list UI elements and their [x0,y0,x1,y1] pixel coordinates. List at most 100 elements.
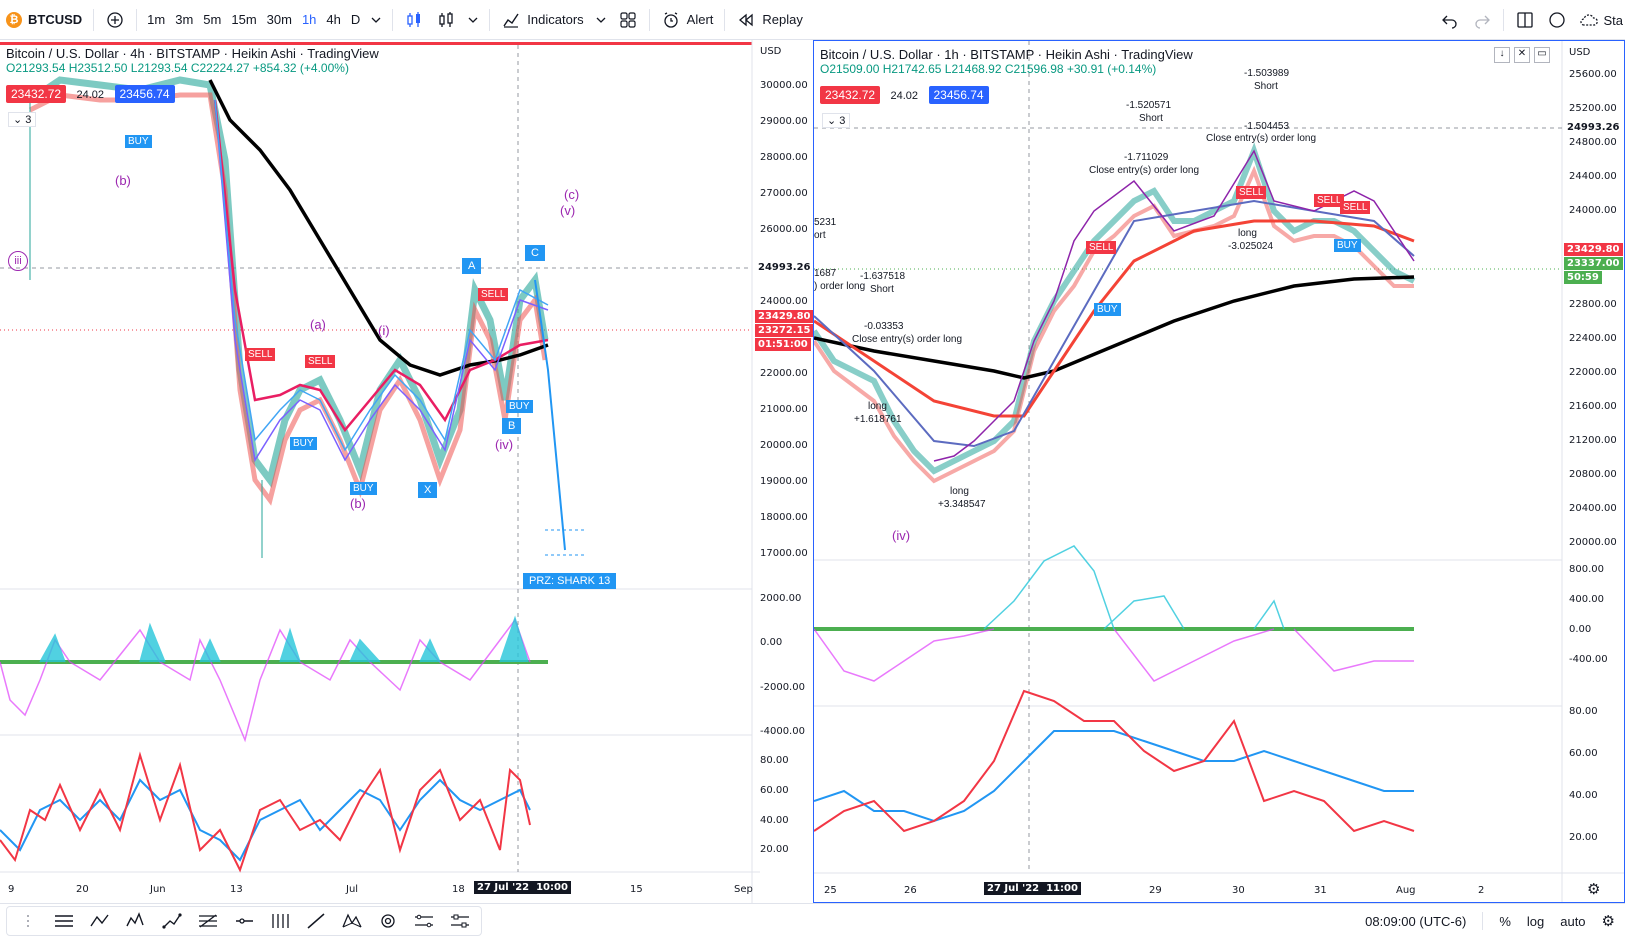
right-chart-legend[interactable]: Bitcoin / U.S. Dollar · 1h · BITSTAMP · … [820,47,1193,76]
oscillator-histogram[interactable] [0,615,548,743]
chart-type-button[interactable] [398,0,430,40]
annotation: Close entry(s) order long [852,334,963,345]
cloud-save-button[interactable]: Sta [1573,0,1625,40]
gear-icon[interactable]: ⚙ [1601,913,1615,930]
pattern-point-a[interactable]: A [462,258,482,274]
sell-signal[interactable]: SELL [1314,194,1345,207]
ma-200-line[interactable] [208,79,549,377]
buy-signal[interactable]: BUY [125,135,152,148]
buy-signal[interactable]: BUY [290,437,317,450]
left-sell-button[interactable]: 23432.72 [6,85,67,103]
annotation: Short [870,284,894,295]
oscillator-red-line[interactable] [814,689,1415,833]
horizontal-ray-tool-icon[interactable] [227,908,261,934]
ma-10-line[interactable] [214,99,549,452]
right-buy-button[interactable]: 23456.74 [928,86,989,104]
sell-signal[interactable]: SELL [1340,201,1371,214]
drag-handle-icon[interactable] [11,908,45,934]
ma-200-line[interactable] [814,275,1415,380]
interval-30m[interactable]: 30m [266,12,292,27]
interval-1h[interactable]: 1h [301,12,317,27]
fib-tool-icon[interactable] [191,908,225,934]
sync-button[interactable] [1541,0,1573,40]
left-chart-legend[interactable]: Bitcoin / U.S. Dollar · 4h · BITSTAMP · … [6,46,379,75]
indicators-dropdown[interactable] [590,0,612,40]
templates-button[interactable] [612,0,644,40]
interval-d[interactable]: D [350,12,361,27]
right-chart-canvas[interactable] [814,41,1624,902]
ma-20-line[interactable] [214,99,549,463]
currency-label[interactable]: USD [760,46,782,57]
interval-15m[interactable]: 15m [231,12,257,27]
osc-tick: 0.00 [1569,624,1592,635]
replay-button[interactable]: Replay [730,0,808,40]
heikin-ashi-candles-down[interactable] [28,92,548,506]
oscillator-blue-line[interactable] [814,730,1414,823]
close-icon[interactable]: ✕ [1514,47,1530,63]
oscillator-histogram[interactable] [814,545,1414,682]
layout-button[interactable] [1509,0,1541,40]
prz-label[interactable]: PRZ: SHARK 13 [523,573,617,589]
xabcd-pattern-tool-icon[interactable] [335,908,369,934]
timezone-clock[interactable]: 08:09:00 (UTC-6) [1365,913,1467,929]
maximize-icon[interactable]: ▭ [1534,47,1550,63]
channel-tool-icon[interactable] [407,908,441,934]
percent-toggle[interactable]: % [1499,913,1511,929]
pattern-point-c[interactable]: C [525,245,545,261]
horizontal-lines-tool-icon[interactable] [47,908,81,934]
right-sell-button[interactable]: 23432.72 [820,86,881,104]
arrow-down-icon[interactable]: ↓ [1494,47,1510,63]
pattern-point-x[interactable]: X [418,482,438,498]
right-chart-pane[interactable]: Bitcoin / U.S. Dollar · 1h · BITSTAMP · … [813,40,1625,903]
auto-toggle[interactable]: auto [1560,913,1586,929]
heikin-ashi-candles[interactable] [28,76,549,488]
buy-signal[interactable]: BUY [1334,239,1361,252]
redo-button[interactable] [1466,0,1498,40]
trend-line-tool-icon[interactable] [299,908,333,934]
undo-button[interactable] [1434,0,1466,40]
path-tool-icon[interactable] [155,908,189,934]
indicators-button[interactable]: Indicators [495,0,589,40]
buy-signal[interactable]: BUY [1094,303,1121,316]
interval-1m[interactable]: 1m [147,12,166,27]
abc-pattern-tool-icon[interactable] [83,908,117,934]
oscillator-red-line[interactable] [0,751,531,873]
sell-signal[interactable]: SELL [245,348,276,361]
left-buy-button[interactable]: 23456.74 [114,85,175,103]
heikin-ashi-candles-down[interactable] [814,165,1414,484]
left-chart-pane[interactable]: Bitcoin / U.S. Dollar · 4h · BITSTAMP · … [0,40,814,903]
projection-line[interactable] [534,279,566,551]
spiral-tool-icon[interactable] [371,908,405,934]
log-toggle[interactable]: log [1526,913,1545,929]
chart-type-dropdown[interactable] [462,0,484,40]
sell-signal[interactable]: SELL [478,288,509,301]
currency-label[interactable]: USD [1569,47,1591,58]
interval-3m[interactable]: 3m [175,12,194,27]
bar-style-button[interactable] [430,0,462,40]
alert-button[interactable]: Alert [655,0,720,40]
sell-signal[interactable]: SELL [305,355,336,368]
right-indicator-collapse[interactable]: ⌄ 3 [822,113,851,128]
oscillator-blue-line[interactable] [0,778,531,862]
left-indicator-collapse[interactable]: ⌄ 3 [8,112,37,127]
buy-signal[interactable]: BUY [506,400,533,413]
zigzag-line[interactable] [933,149,1415,462]
elliott-wave-tool-icon[interactable] [119,908,153,934]
price-tick: 26000.00 [760,224,808,235]
interval-5m[interactable]: 5m [203,12,222,27]
interval-4h[interactable]: 4h [326,12,341,27]
pattern-point-b[interactable]: B [502,418,522,434]
settings-sliders-icon[interactable] [443,908,477,934]
vertical-lines-tool-icon[interactable] [263,908,297,934]
ma-50-line[interactable] [213,99,549,433]
sell-signal[interactable]: SELL [1236,186,1267,199]
wave-label: (c) [564,187,580,202]
buy-signal[interactable]: BUY [350,482,377,495]
settings-gear-icon[interactable]: ⚙ [1587,881,1601,898]
undo-icon [1442,15,1458,29]
sell-signal[interactable]: SELL [1086,241,1117,254]
interval-dropdown[interactable] [365,0,387,40]
left-chart-canvas[interactable] [0,40,760,903]
compare-add-button[interactable] [99,0,131,40]
symbol-search[interactable]: ₿ BTCUSD [0,0,88,40]
